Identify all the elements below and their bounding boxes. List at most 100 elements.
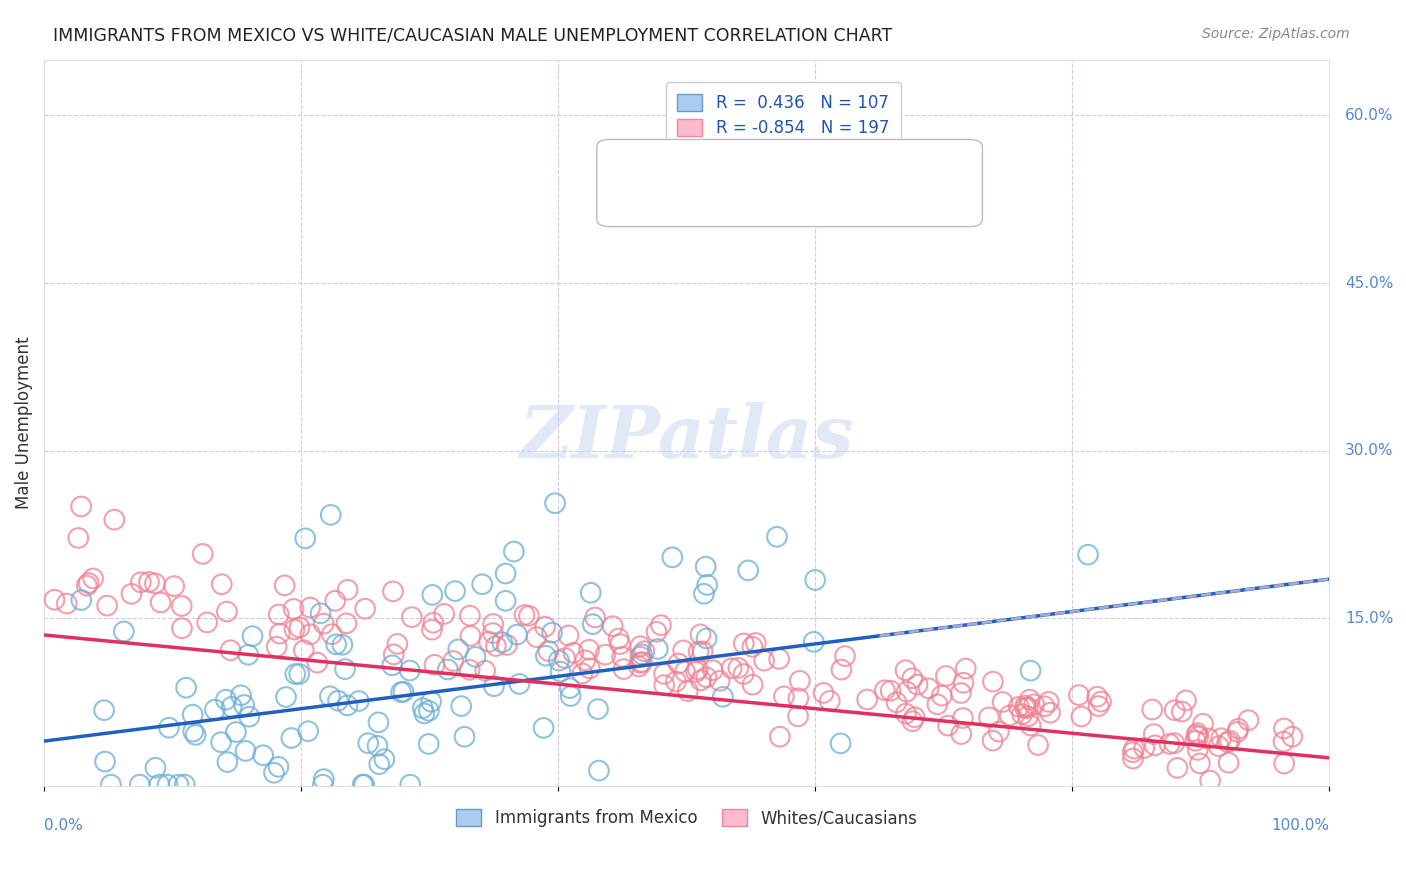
Point bbox=[804, 573, 827, 587]
Point bbox=[534, 648, 557, 663]
Point bbox=[70, 593, 93, 607]
Point bbox=[148, 778, 170, 792]
Point bbox=[1174, 693, 1197, 707]
Point bbox=[789, 673, 811, 688]
Point bbox=[209, 735, 232, 749]
Point bbox=[628, 656, 651, 670]
Point bbox=[741, 678, 763, 692]
Text: 45.0%: 45.0% bbox=[1346, 276, 1393, 291]
Point bbox=[93, 703, 115, 717]
Point bbox=[727, 661, 749, 675]
Point bbox=[319, 508, 342, 522]
Point bbox=[352, 778, 374, 792]
Point bbox=[1143, 727, 1166, 741]
Point bbox=[330, 638, 353, 652]
Point bbox=[1171, 705, 1194, 719]
Point bbox=[1187, 730, 1209, 744]
Point bbox=[1197, 731, 1219, 746]
Point bbox=[1281, 730, 1303, 744]
Point bbox=[173, 778, 195, 792]
Point bbox=[935, 669, 957, 683]
Point bbox=[309, 607, 332, 621]
Point bbox=[610, 649, 633, 664]
Point bbox=[1017, 709, 1039, 723]
Point bbox=[471, 577, 494, 591]
Point bbox=[156, 778, 179, 792]
Point bbox=[238, 709, 260, 723]
Point bbox=[582, 617, 605, 632]
Point bbox=[143, 576, 166, 591]
Point bbox=[896, 684, 918, 698]
Point bbox=[233, 698, 256, 712]
Text: 0.0%: 0.0% bbox=[44, 819, 83, 833]
Point bbox=[267, 760, 290, 774]
Point bbox=[633, 644, 655, 658]
Point bbox=[550, 665, 572, 679]
Text: ZIPatlas: ZIPatlas bbox=[520, 401, 853, 473]
Point bbox=[1122, 751, 1144, 765]
Point bbox=[335, 616, 357, 631]
Point bbox=[1024, 698, 1046, 712]
Point bbox=[215, 692, 238, 706]
Point bbox=[686, 662, 709, 676]
Point bbox=[558, 681, 581, 695]
Point bbox=[689, 627, 711, 641]
Point bbox=[77, 576, 100, 591]
Point bbox=[695, 670, 717, 684]
Point bbox=[813, 686, 835, 700]
Point bbox=[299, 627, 322, 641]
Point bbox=[418, 737, 440, 751]
Text: 60.0%: 60.0% bbox=[1346, 108, 1393, 123]
Point bbox=[423, 657, 446, 672]
Point bbox=[818, 694, 841, 708]
Point bbox=[1008, 699, 1031, 714]
Point bbox=[752, 654, 775, 668]
Point bbox=[688, 645, 710, 659]
Point bbox=[211, 577, 233, 591]
Point bbox=[354, 601, 377, 615]
Point bbox=[665, 674, 688, 689]
Point bbox=[491, 635, 513, 649]
Point bbox=[373, 752, 395, 766]
Point bbox=[768, 652, 790, 666]
Point bbox=[737, 563, 759, 577]
Point bbox=[1039, 706, 1062, 720]
Point bbox=[412, 701, 434, 715]
Point bbox=[221, 699, 243, 714]
Point bbox=[100, 778, 122, 792]
Point bbox=[420, 623, 443, 637]
Point bbox=[981, 674, 1004, 689]
Point bbox=[307, 656, 329, 670]
Point bbox=[1026, 738, 1049, 752]
Point bbox=[67, 531, 90, 545]
Point bbox=[595, 648, 617, 662]
Point bbox=[485, 639, 508, 653]
Point bbox=[907, 678, 929, 692]
Point bbox=[413, 706, 436, 721]
Point bbox=[273, 578, 295, 592]
Point bbox=[950, 727, 973, 741]
Point bbox=[191, 547, 214, 561]
Point bbox=[235, 744, 257, 758]
Point bbox=[263, 765, 285, 780]
Point bbox=[631, 655, 654, 669]
Point bbox=[1140, 702, 1163, 716]
Point bbox=[170, 621, 193, 635]
Point bbox=[450, 699, 472, 714]
Point bbox=[297, 724, 319, 739]
Point bbox=[517, 608, 540, 623]
Point bbox=[548, 654, 571, 668]
Point bbox=[326, 694, 349, 708]
Point bbox=[998, 708, 1021, 723]
Point bbox=[70, 500, 93, 514]
Point bbox=[441, 654, 464, 668]
Point bbox=[1014, 698, 1036, 713]
Point bbox=[336, 698, 359, 713]
Point bbox=[588, 764, 610, 778]
Point bbox=[894, 663, 917, 677]
Point bbox=[991, 695, 1014, 709]
Point bbox=[458, 608, 481, 623]
Point bbox=[420, 695, 443, 709]
Point bbox=[1219, 733, 1241, 747]
Point bbox=[1090, 694, 1112, 708]
